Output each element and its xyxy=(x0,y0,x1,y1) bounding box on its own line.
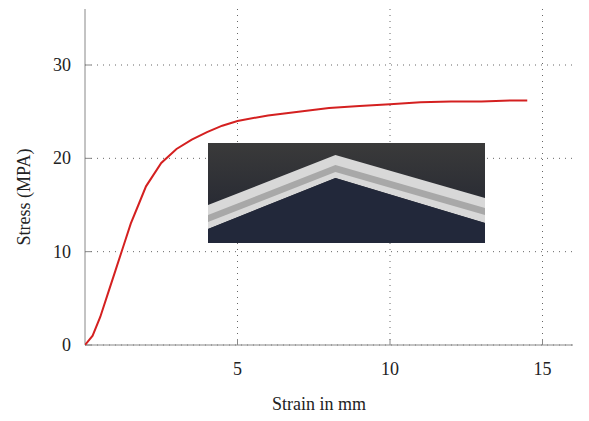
tick xyxy=(390,339,391,345)
tick xyxy=(85,158,91,159)
tick-label: 15 xyxy=(534,359,552,379)
chart: 5 10 15 0 10 20 30 Strain in mm Stress (MPA) xyxy=(0,0,589,421)
data-line xyxy=(85,100,527,345)
tick-label: 0 xyxy=(62,335,71,355)
plot-area xyxy=(85,100,527,345)
grid-line xyxy=(85,65,573,66)
x-axis xyxy=(85,345,573,346)
photo-background xyxy=(208,143,485,243)
tick xyxy=(237,339,238,345)
y-axis xyxy=(85,9,86,345)
tick-label: 20 xyxy=(53,148,71,168)
tick-label: 10 xyxy=(381,359,399,379)
x-axis-title: Strain in mm xyxy=(272,394,366,414)
tick-label: 30 xyxy=(53,55,71,75)
tick xyxy=(542,339,543,345)
grid-line xyxy=(85,251,573,252)
tick xyxy=(85,251,91,252)
tick xyxy=(85,65,91,66)
grid-line xyxy=(85,345,573,346)
tick-label: 10 xyxy=(53,242,71,262)
tick-label: 5 xyxy=(233,359,242,379)
photo-dark xyxy=(208,178,485,243)
grid-line xyxy=(542,9,543,345)
inset-photo xyxy=(208,143,485,243)
y-axis-title: Stress (MPA) xyxy=(14,149,35,246)
